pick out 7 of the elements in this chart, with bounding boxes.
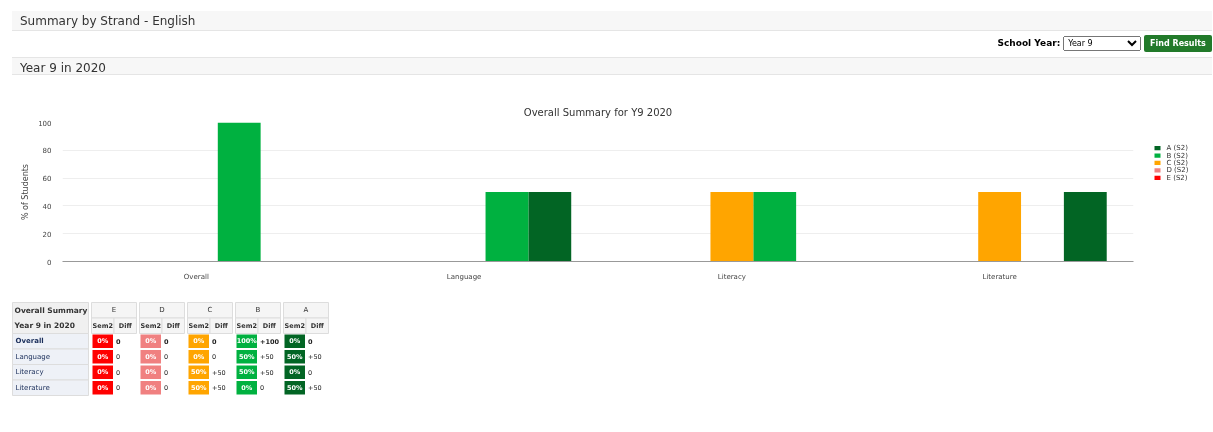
text: School Year: — [997, 38, 1061, 48]
y-axis-title: % of Students — [21, 163, 31, 221]
text: Year 9 — [1063, 36, 1142, 51]
text: Find Results — [1144, 35, 1212, 52]
text: Summary by Strand - English — [12, 11, 1212, 31]
chart-title: Overall Summary for Y9 2020 — [523, 106, 673, 118]
text: Year 9 in 2020 — [12, 57, 1212, 75]
